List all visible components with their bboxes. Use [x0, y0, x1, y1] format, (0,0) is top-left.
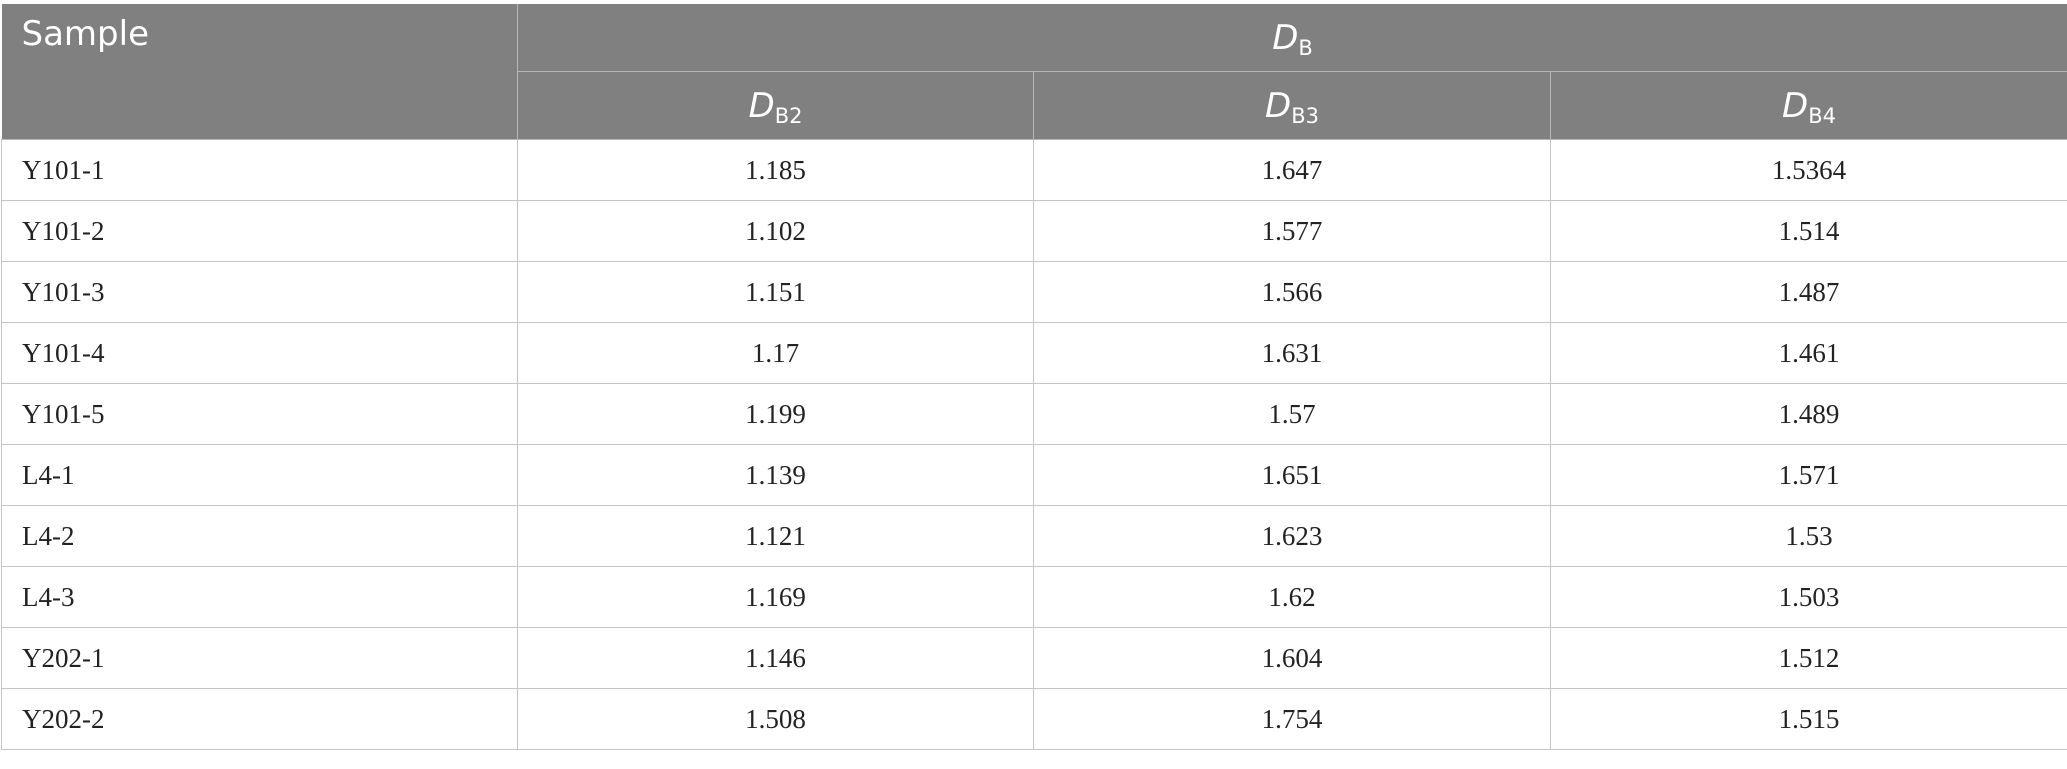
db3-cell: 1.647: [1033, 139, 1551, 201]
table-row: Y101-2 1.102 1.577 1.514: [1, 200, 2067, 262]
table-row: Y101-5 1.199 1.57 1.489: [1, 383, 2067, 445]
table-row: Y101-3 1.151 1.566 1.487: [1, 261, 2067, 323]
db3-cell: 1.754: [1033, 688, 1551, 750]
db-group-var: D: [1272, 17, 1299, 58]
db2-cell: 1.169: [517, 566, 1034, 628]
table-row: Y202-1 1.146 1.604 1.512: [1, 627, 2067, 689]
sample-cell: L4-3: [1, 566, 518, 628]
db4-cell: 1.489: [1549, 383, 2067, 445]
table-row: Y101-4 1.17 1.631 1.461: [1, 322, 2067, 384]
db4-cell: 1.514: [1549, 200, 2067, 262]
table-row: L4-2 1.121 1.623 1.53: [1, 505, 2067, 567]
table-row: L4-3 1.169 1.62 1.503: [1, 566, 2067, 628]
db4-column-header: DB4: [1549, 71, 2067, 140]
table-header: Sample DB DB2 DB3 DB4: [1, 4, 2067, 140]
db-group-header: DB: [516, 4, 2067, 72]
db4-cell: 1.487: [1549, 261, 2067, 323]
db2-var: D: [748, 85, 775, 126]
db4-cell: 1.461: [1549, 322, 2067, 384]
db3-cell: 1.62: [1033, 566, 1551, 628]
db3-cell: 1.604: [1033, 627, 1551, 689]
db2-cell: 1.508: [517, 688, 1034, 750]
db3-sub: B3: [1291, 103, 1319, 128]
db4-var: D: [1782, 85, 1809, 126]
db2-cell: 1.102: [517, 200, 1034, 262]
sample-cell: L4-2: [1, 505, 518, 567]
db2-sub: B2: [774, 103, 803, 128]
db3-cell: 1.651: [1033, 444, 1551, 506]
sample-cell: L4-1: [1, 444, 518, 506]
header-row-sub: DB2 DB3 DB4: [2, 71, 2067, 140]
table-row: Y202-2 1.508 1.754 1.515: [1, 688, 2067, 750]
sample-cell: Y101-3: [1, 261, 518, 323]
db2-cell: 1.121: [517, 505, 1034, 567]
db4-cell: 1.5364: [1549, 139, 2067, 201]
db3-cell: 1.623: [1033, 505, 1551, 567]
sample-cell: Y101-2: [1, 200, 518, 262]
db4-cell: 1.512: [1549, 627, 2067, 689]
db2-cell: 1.139: [517, 444, 1034, 506]
db4-sub: B4: [1808, 103, 1836, 128]
db2-column-header: DB2: [517, 71, 1034, 140]
db3-column-header: DB3: [1033, 71, 1551, 140]
header-row-group: Sample DB: [1, 4, 2067, 140]
db4-cell: 1.571: [1549, 444, 2067, 506]
sample-column-header: Sample: [1, 4, 518, 140]
db2-cell: 1.17: [517, 322, 1034, 384]
db2-cell: 1.151: [517, 261, 1034, 323]
db3-cell: 1.57: [1033, 383, 1551, 445]
db3-var: D: [1265, 85, 1292, 126]
sample-cell: Y101-5: [1, 383, 518, 445]
db3-cell: 1.566: [1033, 261, 1551, 323]
db3-cell: 1.631: [1033, 322, 1551, 384]
sample-cell: Y202-2: [1, 688, 518, 750]
db2-cell: 1.185: [517, 139, 1034, 201]
table-body: Y101-1 1.185 1.647 1.5364 Y101-2 1.102 1…: [1, 139, 2067, 750]
db4-cell: 1.515: [1549, 688, 2067, 750]
table-row: Y101-1 1.185 1.647 1.5364: [1, 139, 2067, 201]
sample-cell: Y101-4: [1, 322, 518, 384]
table-row: L4-1 1.139 1.651 1.571: [1, 444, 2067, 506]
db2-cell: 1.199: [517, 383, 1034, 445]
fractal-dimension-table: Sample DB DB2 DB3 DB4 Y101-1 1.185 1.647…: [1, 4, 2067, 750]
db3-cell: 1.577: [1033, 200, 1551, 262]
sample-cell: Y202-1: [1, 627, 518, 689]
sample-cell: Y101-1: [1, 139, 518, 201]
db2-cell: 1.146: [517, 627, 1034, 689]
db4-cell: 1.53: [1549, 505, 2067, 567]
db4-cell: 1.503: [1549, 566, 2067, 628]
db-group-sub: B: [1298, 35, 1313, 60]
